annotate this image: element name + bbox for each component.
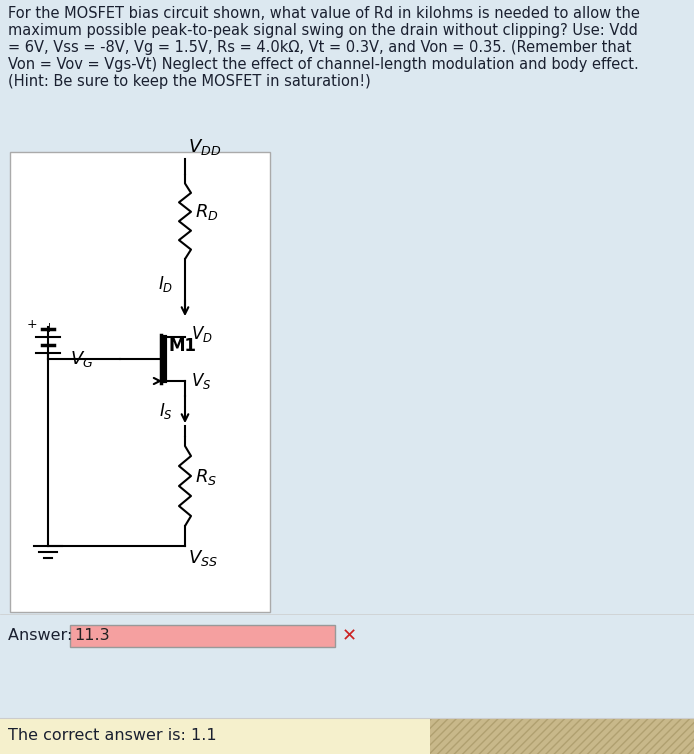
Text: $V_D$: $V_D$ <box>191 324 213 344</box>
Text: maximum possible peak-to-peak signal swing on the drain without clipping? Use: V: maximum possible peak-to-peak signal swi… <box>8 23 638 38</box>
Text: = 6V, Vss = -8V, Vg = 1.5V, Rs = 4.0kΩ, Vt = 0.3V, and Von = 0.35. (Remember tha: = 6V, Vss = -8V, Vg = 1.5V, Rs = 4.0kΩ, … <box>8 40 632 55</box>
Text: $V_S$: $V_S$ <box>191 371 212 391</box>
Text: M1: M1 <box>169 337 197 355</box>
Text: +: + <box>26 318 37 332</box>
Text: The correct answer is: 1.1: The correct answer is: 1.1 <box>8 728 217 743</box>
Text: For the MOSFET bias circuit shown, what value of Rd in kilohms is needed to allo: For the MOSFET bias circuit shown, what … <box>8 6 640 21</box>
Text: $V_{SS}$: $V_{SS}$ <box>188 548 218 568</box>
Text: $I_D$: $I_D$ <box>158 274 173 293</box>
Text: (Hint: Be sure to keep the MOSFET in saturation!): (Hint: Be sure to keep the MOSFET in sat… <box>8 74 371 89</box>
Bar <box>430 718 694 754</box>
Bar <box>10 152 270 612</box>
Bar <box>0 718 694 754</box>
Text: $R_D$: $R_D$ <box>195 203 219 222</box>
Text: $I_S$: $I_S$ <box>159 401 173 421</box>
Text: $R_S$: $R_S$ <box>195 467 217 487</box>
Text: ✕: ✕ <box>342 627 357 645</box>
Bar <box>70 625 335 647</box>
Text: Von = Vov = Vgs-Vt) Neglect the effect of channel-length modulation and body eff: Von = Vov = Vgs-Vt) Neglect the effect o… <box>8 57 638 72</box>
Text: $V_G$: $V_G$ <box>70 349 94 369</box>
Text: $V_{DD}$: $V_{DD}$ <box>188 137 221 157</box>
Text: Answer:: Answer: <box>8 629 78 643</box>
Text: 11.3: 11.3 <box>74 629 110 643</box>
Text: $\mathbf{|}$: $\mathbf{|}$ <box>47 320 51 333</box>
